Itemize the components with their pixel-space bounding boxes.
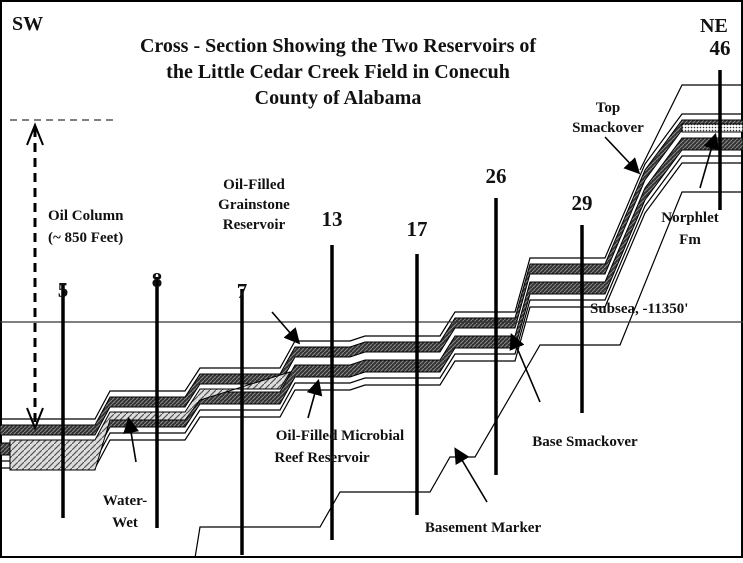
norphlet-band <box>682 124 743 132</box>
label: Subsea, -11350' <box>590 301 688 317</box>
label: Norphlet <box>661 210 719 226</box>
well-label: 46 <box>710 36 731 60</box>
label: Reef Reservoir <box>274 450 370 466</box>
label: Oil-Filled Microbial <box>276 428 404 444</box>
ne-label: NE <box>700 15 728 37</box>
label: Base Smackover <box>532 434 638 450</box>
well-label: 29 <box>572 191 593 215</box>
label: Reservoir <box>223 217 286 233</box>
well-label: 7 <box>237 279 248 303</box>
title-line: County of Alabama <box>255 87 422 109</box>
well-label: 26 <box>486 164 507 188</box>
label: Grainstone <box>218 197 290 213</box>
title-line: Cross - Section Showing the Two Reservoi… <box>140 35 536 57</box>
sw-label: SW <box>12 13 43 35</box>
label: Water- <box>103 493 147 509</box>
label: Smackover <box>572 120 644 136</box>
label: Oil Column <box>48 208 124 224</box>
well-label: 13 <box>322 207 343 231</box>
well-label: 17 <box>407 217 428 241</box>
frame <box>1 1 742 557</box>
label: Oil-Filled <box>223 177 285 193</box>
label: Wet <box>112 515 138 531</box>
label: Top <box>596 100 620 116</box>
label: (~ 850 Feet) <box>48 230 123 246</box>
cross-section: 5 8 7 13 17 26 29 46 Cross - Section Showing th… <box>0 0 743 558</box>
label: Fm <box>679 232 701 248</box>
title-line: the Little Cedar Creek Field in Conecuh <box>166 61 510 83</box>
well-label: 5 <box>58 278 69 302</box>
label: Basement Marker <box>425 520 542 536</box>
well-label: 8 <box>152 268 163 292</box>
